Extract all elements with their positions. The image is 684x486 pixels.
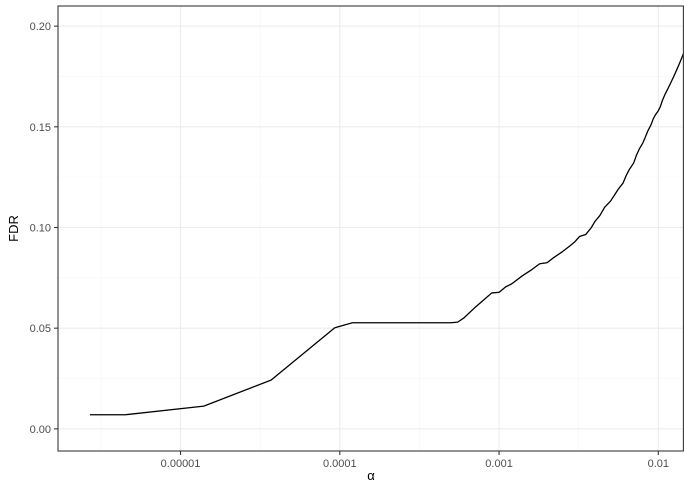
minor-gridlines bbox=[58, 6, 684, 451]
major-gridlines bbox=[58, 6, 684, 451]
x-tick-label: 0.00001 bbox=[161, 458, 201, 470]
plot-panel-border bbox=[57, 5, 684, 452]
y-tick-label: 0.00 bbox=[30, 424, 51, 436]
y-axis-title: FDR bbox=[6, 215, 21, 242]
y-tick-label: 0.10 bbox=[30, 222, 51, 234]
y-tick-label: 0.15 bbox=[30, 122, 51, 134]
x-tick-label: 0.0001 bbox=[323, 458, 357, 470]
y-axis: 0.00 0.05 0.10 0.15 0.20 bbox=[30, 21, 58, 436]
x-axis-title: α bbox=[367, 468, 375, 483]
x-axis: 0.00001 0.0001 0.001 0.01 bbox=[161, 451, 669, 470]
x-tick-label: 0.01 bbox=[648, 458, 669, 470]
x-tick-label: 0.001 bbox=[485, 458, 513, 470]
y-tick-label: 0.05 bbox=[30, 323, 51, 335]
fdr-series-line bbox=[90, 52, 684, 416]
y-tick-label: 0.20 bbox=[30, 21, 51, 33]
